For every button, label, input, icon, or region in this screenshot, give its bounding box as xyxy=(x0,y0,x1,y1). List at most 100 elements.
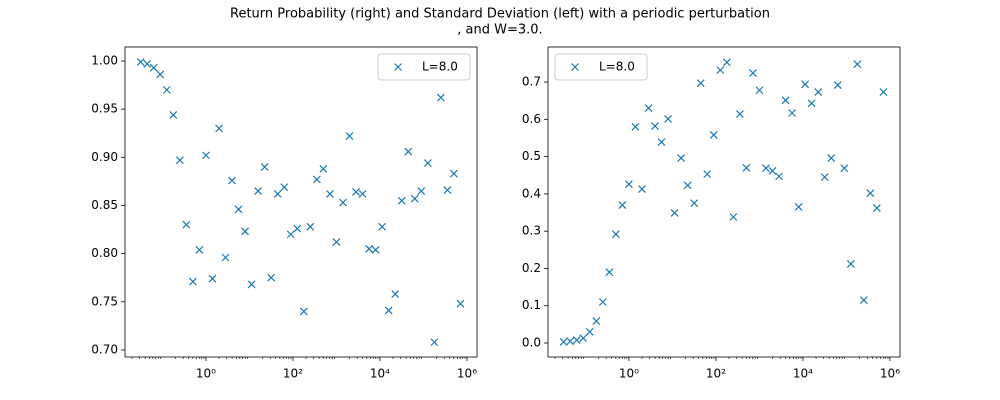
data-point xyxy=(208,274,217,283)
x-tick-label: 10⁴ xyxy=(793,367,813,381)
data-point xyxy=(677,154,686,163)
data-point xyxy=(247,280,256,289)
data-point xyxy=(768,166,777,175)
data-point xyxy=(579,334,588,343)
x-tick-label: 10⁴ xyxy=(370,367,390,381)
data-point xyxy=(149,63,158,72)
data-point xyxy=(280,183,289,192)
data-point xyxy=(188,277,197,286)
data-point xyxy=(625,180,633,189)
data-point xyxy=(853,60,862,69)
data-point xyxy=(182,220,191,229)
data-point xyxy=(781,96,790,105)
data-point xyxy=(202,151,210,160)
data-point xyxy=(215,124,223,133)
data-point xyxy=(827,154,836,163)
data-point xyxy=(605,268,614,277)
data-point xyxy=(293,224,302,233)
data-point xyxy=(254,187,263,195)
data-point xyxy=(339,198,347,207)
x-tick-label: 10⁶ xyxy=(457,367,477,381)
data-point xyxy=(670,208,679,217)
data-point xyxy=(299,307,308,316)
data-point xyxy=(260,163,269,171)
data-point xyxy=(755,86,764,95)
data-point xyxy=(566,337,575,346)
data-point xyxy=(631,122,640,131)
y-tick-label: 0.2 xyxy=(522,261,541,275)
data-point xyxy=(143,59,152,68)
data-point xyxy=(326,189,334,198)
data-point xyxy=(169,110,178,119)
data-point xyxy=(456,299,465,308)
data-point xyxy=(378,222,387,231)
data-point xyxy=(136,58,145,66)
data-point xyxy=(866,189,875,198)
y-tick-label: 0.0 xyxy=(522,336,541,350)
data-point xyxy=(352,188,360,196)
data-point xyxy=(319,164,328,173)
data-point xyxy=(365,244,374,253)
data-point xyxy=(788,109,797,117)
y-tick-label: 0.6 xyxy=(522,112,541,126)
legend-box xyxy=(377,53,471,81)
x-tick-label: 10² xyxy=(283,367,303,381)
data-point xyxy=(879,88,888,97)
data-point xyxy=(332,238,341,246)
data-point xyxy=(859,296,868,305)
data-point xyxy=(657,138,666,146)
data-point xyxy=(598,298,607,306)
data-point xyxy=(664,115,673,123)
y-tick-label: 0.5 xyxy=(522,149,541,163)
y-tick-label: 0.80 xyxy=(91,246,118,260)
data-point xyxy=(572,336,581,344)
data-point xyxy=(749,69,757,78)
data-point xyxy=(794,203,803,211)
data-point xyxy=(585,327,594,336)
data-point xyxy=(404,147,413,156)
x-tick-label: 10⁶ xyxy=(880,367,900,381)
data-point xyxy=(410,194,419,203)
data-point xyxy=(833,81,842,89)
figure-title: Return Probability (right) and Standard … xyxy=(230,7,770,22)
data-point xyxy=(195,245,204,254)
axes-frame xyxy=(124,46,478,358)
data-point xyxy=(807,99,816,108)
data-point xyxy=(742,163,751,172)
data-point xyxy=(397,196,406,205)
data-point xyxy=(228,176,236,185)
data-point xyxy=(423,159,432,168)
data-point xyxy=(618,201,627,210)
legend-marker xyxy=(394,63,402,71)
data-point xyxy=(872,204,881,212)
y-tick-label: 0.95 xyxy=(91,102,118,116)
data-point xyxy=(716,66,725,75)
data-point xyxy=(241,227,250,236)
data-point xyxy=(651,122,659,130)
data-point xyxy=(371,245,380,254)
data-point xyxy=(690,199,699,208)
data-point xyxy=(156,70,165,79)
data-point xyxy=(221,253,230,262)
data-point xyxy=(162,85,171,94)
data-point xyxy=(273,189,282,198)
data-point xyxy=(345,132,354,141)
data-point xyxy=(175,156,184,165)
data-point xyxy=(391,290,400,299)
x-tick-label: 10⁰ xyxy=(619,367,639,381)
data-point xyxy=(846,260,855,268)
data-point xyxy=(696,79,705,88)
data-point xyxy=(735,110,744,119)
data-point xyxy=(267,273,276,282)
data-point xyxy=(801,80,810,89)
legend-label: L=8.0 xyxy=(422,60,458,74)
data-point xyxy=(820,173,829,182)
data-point xyxy=(762,164,770,173)
data-point xyxy=(306,222,315,231)
y-tick-label: 0.85 xyxy=(91,198,118,212)
data-point xyxy=(559,337,568,346)
y-tick-label: 0.75 xyxy=(91,294,118,308)
data-point xyxy=(436,93,445,102)
